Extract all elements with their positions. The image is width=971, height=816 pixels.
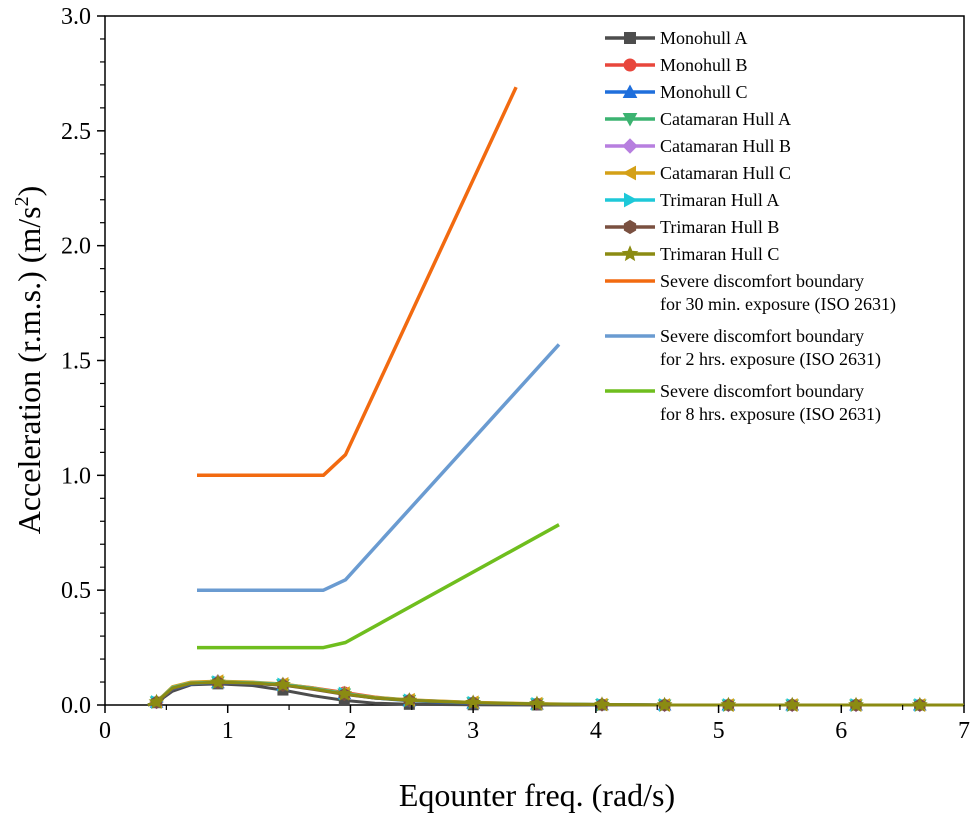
data-point bbox=[622, 84, 638, 98]
legend-label: Catamaran Hull B bbox=[660, 136, 791, 156]
legend-item: Catamaran Hull A bbox=[605, 109, 791, 129]
data-point bbox=[529, 695, 545, 711]
legend-label-line: Monohull A bbox=[660, 28, 748, 48]
legend-item: Severe discomfort boundary for 2 hrs. exp… bbox=[605, 326, 881, 370]
legend-label: Monohull B bbox=[660, 55, 748, 75]
legend-item: Catamaran Hull B bbox=[605, 136, 791, 156]
legend-item: Monohull C bbox=[605, 82, 748, 102]
data-point bbox=[911, 696, 928, 712]
series-line bbox=[197, 343, 561, 592]
y-axis-title-close: ) bbox=[11, 186, 47, 197]
legend-item: Trimaran Hull C bbox=[605, 244, 779, 264]
data-point bbox=[623, 219, 637, 235]
legend-label: Catamaran Hull A bbox=[660, 109, 791, 129]
y-axis-title-superscript: 2 bbox=[11, 196, 33, 206]
data-point bbox=[622, 113, 638, 127]
data-point bbox=[624, 192, 638, 208]
series-line bbox=[147, 681, 964, 707]
y-axis-title-main: Acceleration (r.m.s.) (m/s bbox=[11, 206, 47, 534]
data-point bbox=[623, 58, 637, 72]
series-9 bbox=[197, 86, 518, 478]
legend-label: Trimaran Hull A bbox=[660, 190, 779, 210]
legend-label-line: Catamaran Hull C bbox=[660, 163, 791, 183]
legend-label-line: Catamaran Hull B bbox=[660, 136, 791, 156]
data-point bbox=[594, 696, 610, 712]
data-point bbox=[720, 696, 737, 712]
data-point bbox=[148, 693, 165, 709]
legend-label-line: Severe discomfort boundary bbox=[660, 381, 864, 401]
legend-label-line: for 30 min. exposure (ISO 2631) bbox=[660, 294, 896, 315]
y-tick-label: 0.5 bbox=[61, 578, 91, 604]
legend-label: Severe discomfort boundary for 8 hrs. exp… bbox=[660, 381, 881, 425]
series-line bbox=[147, 682, 964, 707]
series-line bbox=[197, 523, 560, 650]
legend-label-line: for 8 hrs. exposure (ISO 2631) bbox=[660, 404, 881, 425]
y-tick-label: 1.0 bbox=[61, 463, 91, 489]
x-tick-label: 4 bbox=[590, 718, 602, 744]
data-point bbox=[784, 696, 801, 712]
y-tick-label: 2.0 bbox=[61, 234, 91, 260]
x-tick-label: 5 bbox=[713, 718, 725, 744]
data-point bbox=[848, 696, 864, 712]
x-tick-label: 6 bbox=[835, 718, 847, 744]
legend-label: Severe discomfort boundary for 2 hrs. exp… bbox=[660, 326, 881, 370]
x-tick-label: 2 bbox=[344, 718, 356, 744]
x-axis-title: Eqounter freq. (rad/s) bbox=[399, 777, 675, 813]
series-11 bbox=[197, 523, 560, 650]
axes: 0 1 2 3 4 5 6 7 0.0 0.5 1.0 1.5 2.0 2.5 3.0 bbox=[61, 4, 970, 744]
data-point bbox=[210, 673, 226, 689]
legend-label-line: for 2 hrs. exposure (ISO 2631) bbox=[660, 349, 881, 370]
data-point bbox=[656, 696, 673, 712]
data-point bbox=[336, 685, 353, 701]
y-axis-title: Acceleration (r.m.s.) (m/s2) bbox=[11, 186, 47, 535]
legend-label-line: Trimaran Hull B bbox=[660, 217, 779, 237]
legend-label: Catamaran Hull C bbox=[660, 163, 791, 183]
series-layer bbox=[147, 86, 964, 713]
y-tick-label: 1.5 bbox=[61, 349, 91, 375]
data-point bbox=[622, 138, 638, 154]
plot-area bbox=[104, 15, 965, 713]
x-tick-label: 7 bbox=[958, 718, 970, 744]
data-point bbox=[401, 692, 418, 708]
data-point bbox=[622, 165, 636, 181]
legend-label: Monohull A bbox=[660, 28, 748, 48]
legend-item: Catamaran Hull C bbox=[605, 163, 791, 183]
y-tick-label: 2.5 bbox=[61, 119, 91, 145]
series-line bbox=[197, 86, 518, 478]
legend-item: Monohull A bbox=[605, 28, 748, 48]
legend-label-line: Monohull C bbox=[660, 82, 748, 102]
legend-label: Trimaran Hull B bbox=[660, 217, 779, 237]
series-line bbox=[147, 680, 964, 707]
data-point bbox=[621, 245, 639, 262]
legend-label-line: Severe discomfort boundary bbox=[660, 326, 864, 346]
x-tick-label: 0 bbox=[99, 718, 111, 744]
legend-item: Trimaran Hull A bbox=[605, 190, 779, 210]
series-8 bbox=[147, 673, 964, 712]
series-10 bbox=[197, 343, 561, 592]
legend-label-line: Severe discomfort boundary bbox=[660, 271, 864, 291]
y-tick-label: 0.0 bbox=[61, 693, 91, 719]
legend-item: Severe discomfort boundary for 8 hrs. exp… bbox=[605, 381, 881, 425]
legend-label-line: Trimaran Hull A bbox=[660, 190, 779, 210]
legend-label-line: Monohull B bbox=[660, 55, 748, 75]
legend-label: Trimaran Hull C bbox=[660, 244, 779, 264]
data-point bbox=[275, 676, 291, 692]
y-tick-label: 3.0 bbox=[61, 4, 91, 30]
legend-item: Monohull B bbox=[605, 55, 748, 75]
legend-label-line: Catamaran Hull A bbox=[660, 109, 791, 129]
legend-item: Trimaran Hull B bbox=[605, 217, 779, 237]
legend-item: Severe discomfort boundary for 30 min. ex… bbox=[605, 271, 896, 315]
legend-label-line: Trimaran Hull C bbox=[660, 244, 779, 264]
legend-label: Monohull C bbox=[660, 82, 748, 102]
x-tick-label: 3 bbox=[467, 718, 479, 744]
series-line bbox=[147, 681, 964, 707]
x-tick-label: 1 bbox=[222, 718, 234, 744]
legend-label: Severe discomfort boundary for 30 min. ex… bbox=[660, 271, 896, 315]
legend: Monohull A Monohull B Monohull C Catamaran … bbox=[605, 28, 896, 425]
data-point bbox=[624, 32, 636, 44]
